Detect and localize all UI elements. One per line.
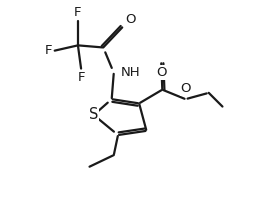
Text: NH: NH [121, 66, 141, 79]
Text: F: F [45, 44, 53, 57]
Text: F: F [77, 71, 85, 84]
Text: O: O [125, 13, 136, 26]
Text: O: O [180, 82, 191, 95]
Text: O: O [156, 66, 167, 79]
Text: F: F [74, 5, 82, 19]
Text: S: S [89, 107, 98, 123]
